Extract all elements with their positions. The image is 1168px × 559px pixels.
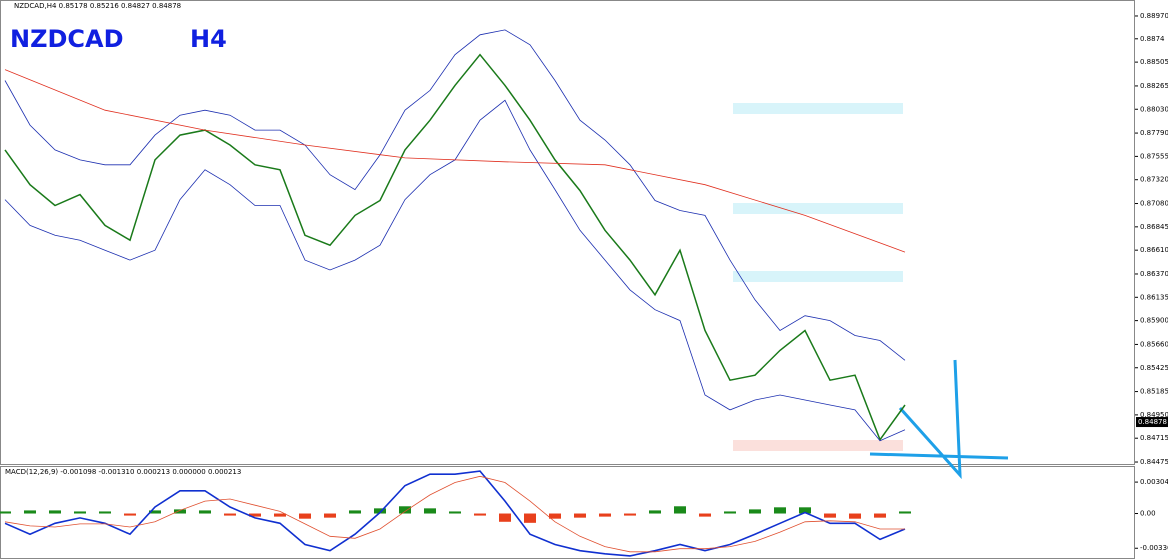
histogram-bar	[649, 510, 661, 514]
y-tick-label: 0.85185	[1140, 388, 1168, 396]
histogram-bar	[699, 513, 711, 517]
zone	[733, 440, 903, 451]
macd-line	[4, 470, 906, 557]
histogram-bar	[174, 509, 186, 514]
histogram-bar	[274, 513, 286, 517]
series-line	[4, 53, 906, 442]
current-price: 0.84878	[1138, 418, 1167, 426]
macd-line	[4, 475, 905, 553]
histogram-bar	[74, 511, 86, 514]
y-tick-label: 0.85900	[1140, 317, 1168, 325]
y-tick-label: 0.86370	[1140, 270, 1168, 278]
y-tick-label: 0.8874	[1140, 35, 1165, 43]
timeframe: H4	[190, 25, 227, 53]
histogram-bar	[374, 508, 386, 514]
histogram-bar	[399, 506, 411, 514]
histogram-bar	[674, 506, 686, 514]
y-tick-label: 0.00304	[1140, 478, 1168, 486]
y-tick-label: 0.86610	[1140, 246, 1168, 254]
price-label-box	[1136, 417, 1168, 428]
histogram-bar	[549, 513, 561, 519]
histogram-bar	[574, 513, 586, 518]
histogram-bar	[824, 513, 836, 518]
macd-title: MACD(12,26,9) -0.001098 -0.001310 0.0002…	[5, 468, 241, 476]
y-tick-label: 0.87320	[1140, 176, 1168, 184]
y-tick-label: 0.88970	[1140, 12, 1168, 20]
histogram-bar	[149, 510, 161, 514]
y-tick-label: 0.88030	[1140, 105, 1168, 113]
y-tick-label: 0.86845	[1140, 223, 1168, 231]
histogram-bar	[249, 513, 261, 517]
histogram-bar	[199, 510, 211, 514]
y-tick-label: 0.88265	[1140, 82, 1168, 90]
histogram-bar	[624, 513, 636, 516]
histogram-bar	[524, 513, 536, 523]
histogram-bar	[24, 510, 36, 514]
y-tick-label: 0.84475	[1140, 458, 1168, 466]
histogram-bar	[49, 510, 61, 514]
y-tick-label: 0.87555	[1140, 152, 1168, 160]
y-tick-label: 0.88505	[1140, 58, 1168, 66]
y-tick-label: 0.86135	[1140, 293, 1168, 301]
histogram-bar	[99, 511, 111, 514]
histogram-bar	[899, 511, 911, 514]
y-tick-label: 0.85425	[1140, 364, 1168, 372]
zone	[733, 271, 903, 282]
symbol-title: NZDCAD	[10, 25, 124, 53]
y-tick-label: 0.84715	[1140, 434, 1168, 442]
price-frame	[0, 0, 1135, 465]
y-tick-label: 0.87080	[1140, 200, 1168, 208]
histogram-bar	[0, 511, 11, 514]
histogram-bar	[224, 513, 236, 516]
histogram-bar	[849, 513, 861, 519]
histogram-bar	[774, 507, 786, 514]
histogram-bar	[424, 508, 436, 514]
y-tick-label: 0.85660	[1140, 340, 1168, 348]
zone	[733, 103, 903, 114]
macd-frame	[0, 466, 1135, 559]
histogram-bar	[499, 513, 511, 522]
histogram-bar	[799, 507, 811, 514]
y-tick-label: -0.00336	[1140, 544, 1168, 552]
zone	[733, 203, 903, 214]
series-line	[4, 29, 906, 361]
drawing-lines	[869, 359, 1009, 480]
histogram-bar	[599, 513, 611, 517]
y-tick-label: 0.87790	[1140, 129, 1168, 137]
histogram-bar	[749, 509, 761, 514]
header-info: NZDCAD,H4 0.85178 0.85216 0.84827 0.8487…	[14, 2, 181, 10]
y-tick-label: 0.00	[1140, 510, 1156, 518]
histogram-bar	[874, 513, 886, 518]
histogram-bar	[449, 511, 461, 514]
histogram-bar	[724, 511, 736, 514]
histogram-bar	[474, 513, 486, 516]
series-line	[4, 99, 906, 442]
histogram-bar	[124, 513, 136, 516]
histogram-bar	[349, 510, 361, 514]
histogram-bar	[324, 513, 336, 518]
y-tick-label: 0.84950	[1140, 411, 1168, 419]
series-line	[4, 69, 906, 253]
histogram-bar	[299, 513, 311, 519]
